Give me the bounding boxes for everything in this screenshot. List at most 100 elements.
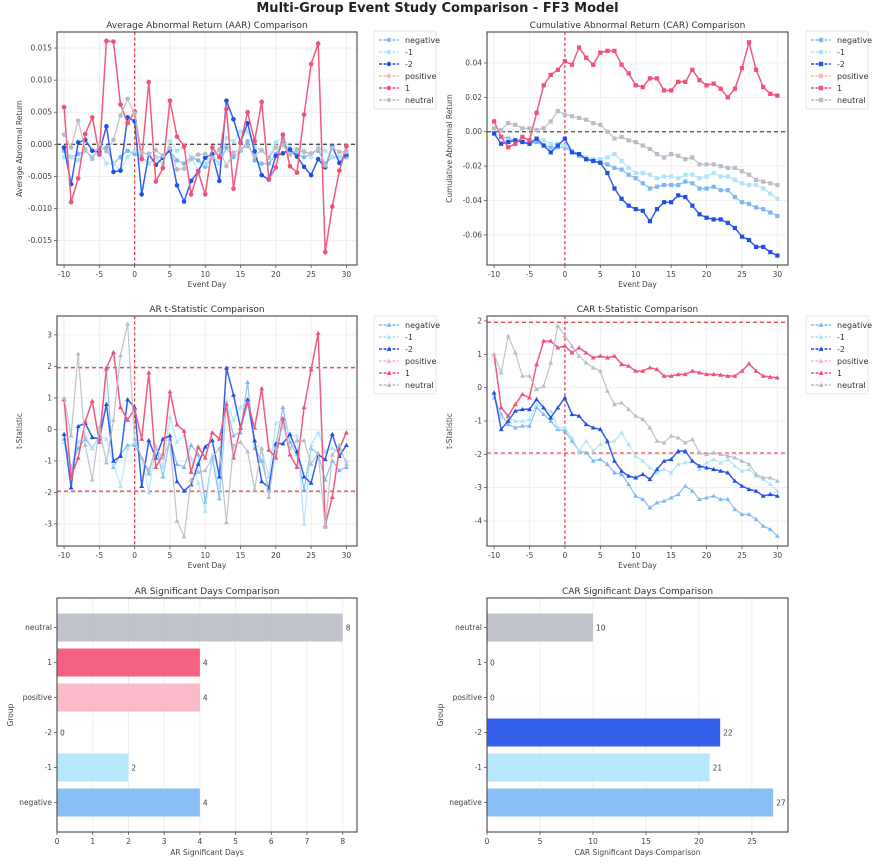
data-point	[682, 440, 688, 445]
data-point	[591, 158, 596, 164]
series-neutral	[61, 96, 349, 172]
data-point	[513, 138, 518, 143]
data-point	[584, 117, 589, 122]
data-point	[739, 368, 745, 373]
data-point	[273, 140, 279, 145]
legend-marker	[818, 322, 824, 327]
data-point	[231, 433, 236, 438]
data-point	[111, 461, 116, 466]
data-point	[82, 442, 88, 447]
data-point	[683, 172, 688, 177]
x-tick-label: 7	[305, 837, 310, 846]
data-point	[534, 361, 539, 367]
y-tick-label: 1	[477, 658, 482, 667]
data-point	[647, 146, 652, 152]
data-point	[216, 474, 222, 479]
y-tick-label: -2	[45, 488, 53, 497]
legend-entry: -2	[837, 60, 845, 69]
data-point	[754, 177, 759, 182]
data-point	[725, 373, 731, 378]
data-point	[280, 132, 286, 137]
data-point	[619, 167, 624, 172]
data-point	[195, 158, 201, 163]
data-point	[512, 408, 518, 413]
data-point	[125, 96, 130, 102]
data-point	[562, 333, 568, 338]
data-point	[118, 483, 123, 488]
data-point	[280, 415, 286, 421]
y-tick-label: positive	[453, 693, 483, 702]
data-point	[315, 330, 321, 336]
y-tick-label: -0.04	[463, 196, 483, 205]
data-point	[146, 370, 152, 375]
data-point	[245, 138, 250, 144]
data-point	[146, 438, 152, 443]
y-tick-label: -3	[475, 483, 483, 492]
data-point	[725, 496, 731, 502]
data-point	[329, 145, 335, 150]
plot-frame	[56, 31, 358, 266]
data-point	[104, 38, 109, 44]
data-point	[711, 81, 716, 86]
data-point	[626, 138, 631, 143]
data-point	[654, 470, 660, 475]
data-point	[223, 365, 229, 370]
x-tick-label: -10	[58, 551, 70, 560]
data-point	[153, 179, 159, 184]
data-point	[647, 186, 652, 191]
data-point	[513, 141, 518, 146]
data-point	[605, 170, 610, 176]
data-point	[174, 167, 180, 172]
x-tick-label: 15	[236, 270, 246, 279]
data-point	[519, 423, 525, 428]
data-point	[718, 460, 724, 465]
data-point	[527, 395, 532, 400]
x-tick-label: 0	[485, 837, 490, 846]
data-point	[676, 176, 681, 181]
legend: negative -1 -2 positive 1 neutral	[805, 30, 872, 110]
data-point	[541, 126, 546, 131]
y-tick-label: negative	[19, 798, 52, 807]
data-point	[125, 321, 131, 326]
data-point	[739, 483, 745, 488]
data-point	[252, 486, 258, 492]
data-point	[266, 447, 272, 452]
data-point	[768, 181, 773, 186]
data-point	[647, 76, 652, 81]
data-point	[329, 494, 335, 499]
data-point	[322, 148, 328, 154]
plot-frame	[486, 31, 789, 266]
data-point	[555, 323, 561, 328]
legend-entry: neutral	[837, 381, 866, 390]
data-point	[711, 184, 716, 189]
data-point	[682, 460, 688, 465]
data-point	[718, 188, 723, 193]
y-axis-label: Group	[436, 703, 445, 726]
x-tick-label: 0	[563, 551, 568, 560]
chart-title: AR t-Statistic Comparison	[149, 305, 264, 315]
data-point	[139, 156, 145, 162]
data-point	[287, 431, 293, 436]
data-point	[647, 465, 653, 470]
data-point	[287, 163, 293, 169]
data-point	[612, 353, 617, 358]
data-point	[266, 494, 272, 499]
legend-marker	[386, 346, 392, 351]
data-point	[238, 147, 243, 152]
data-point	[767, 475, 773, 480]
data-point	[499, 127, 504, 133]
legend-entry: -1	[837, 48, 845, 57]
data-point	[754, 205, 759, 210]
data-point	[590, 425, 596, 430]
data-point	[61, 395, 67, 400]
data-point	[181, 143, 187, 149]
data-point	[774, 493, 780, 498]
x-tick-label: 10	[631, 270, 641, 279]
data-point	[245, 397, 251, 402]
data-point	[167, 98, 173, 103]
y-tick-label: 0.04	[465, 58, 482, 67]
x-tick-label: -10	[488, 270, 500, 279]
data-point	[273, 165, 279, 170]
data-point	[294, 147, 300, 152]
